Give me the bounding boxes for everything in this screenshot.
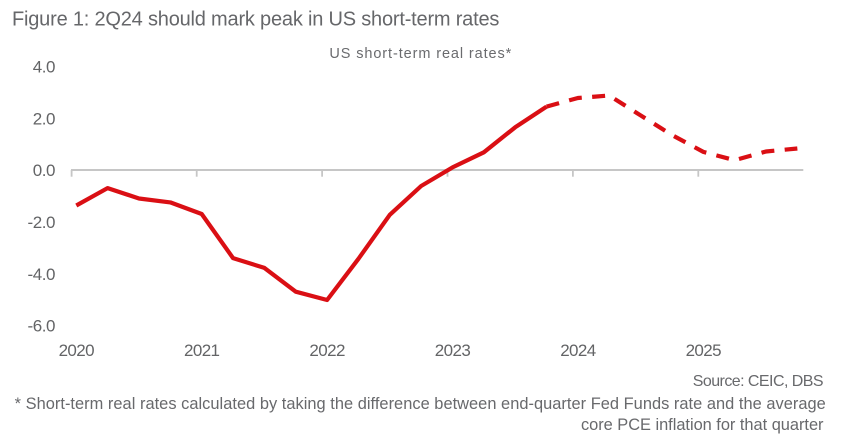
svg-text:Figure 1: 2Q24 should mark pea: Figure 1: 2Q24 should mark peak in US sh… [12,8,499,30]
svg-text:2025: 2025 [686,341,722,360]
svg-text:2020: 2020 [59,341,95,360]
svg-text:US short-term real rates*: US short-term real rates* [329,46,512,62]
svg-text:2021: 2021 [184,341,220,360]
svg-text:2024: 2024 [560,341,596,360]
svg-text:-4.0: -4.0 [28,265,56,284]
svg-text:-2.0: -2.0 [28,213,56,232]
svg-text:0.0: 0.0 [33,161,55,180]
svg-text:Source: CEIC, DBS: Source: CEIC, DBS [693,373,823,390]
svg-text:2022: 2022 [309,341,345,360]
svg-text:2.0: 2.0 [33,109,55,128]
svg-text:-6.0: -6.0 [28,317,56,336]
svg-text:core PCE inflation for that qu: core PCE inflation for that quarter [581,416,824,434]
svg-text:2023: 2023 [435,341,471,360]
svg-text:* Short-term real rates calcul: * Short-term real rates calculated by ta… [15,395,826,413]
svg-text:4.0: 4.0 [33,58,55,77]
